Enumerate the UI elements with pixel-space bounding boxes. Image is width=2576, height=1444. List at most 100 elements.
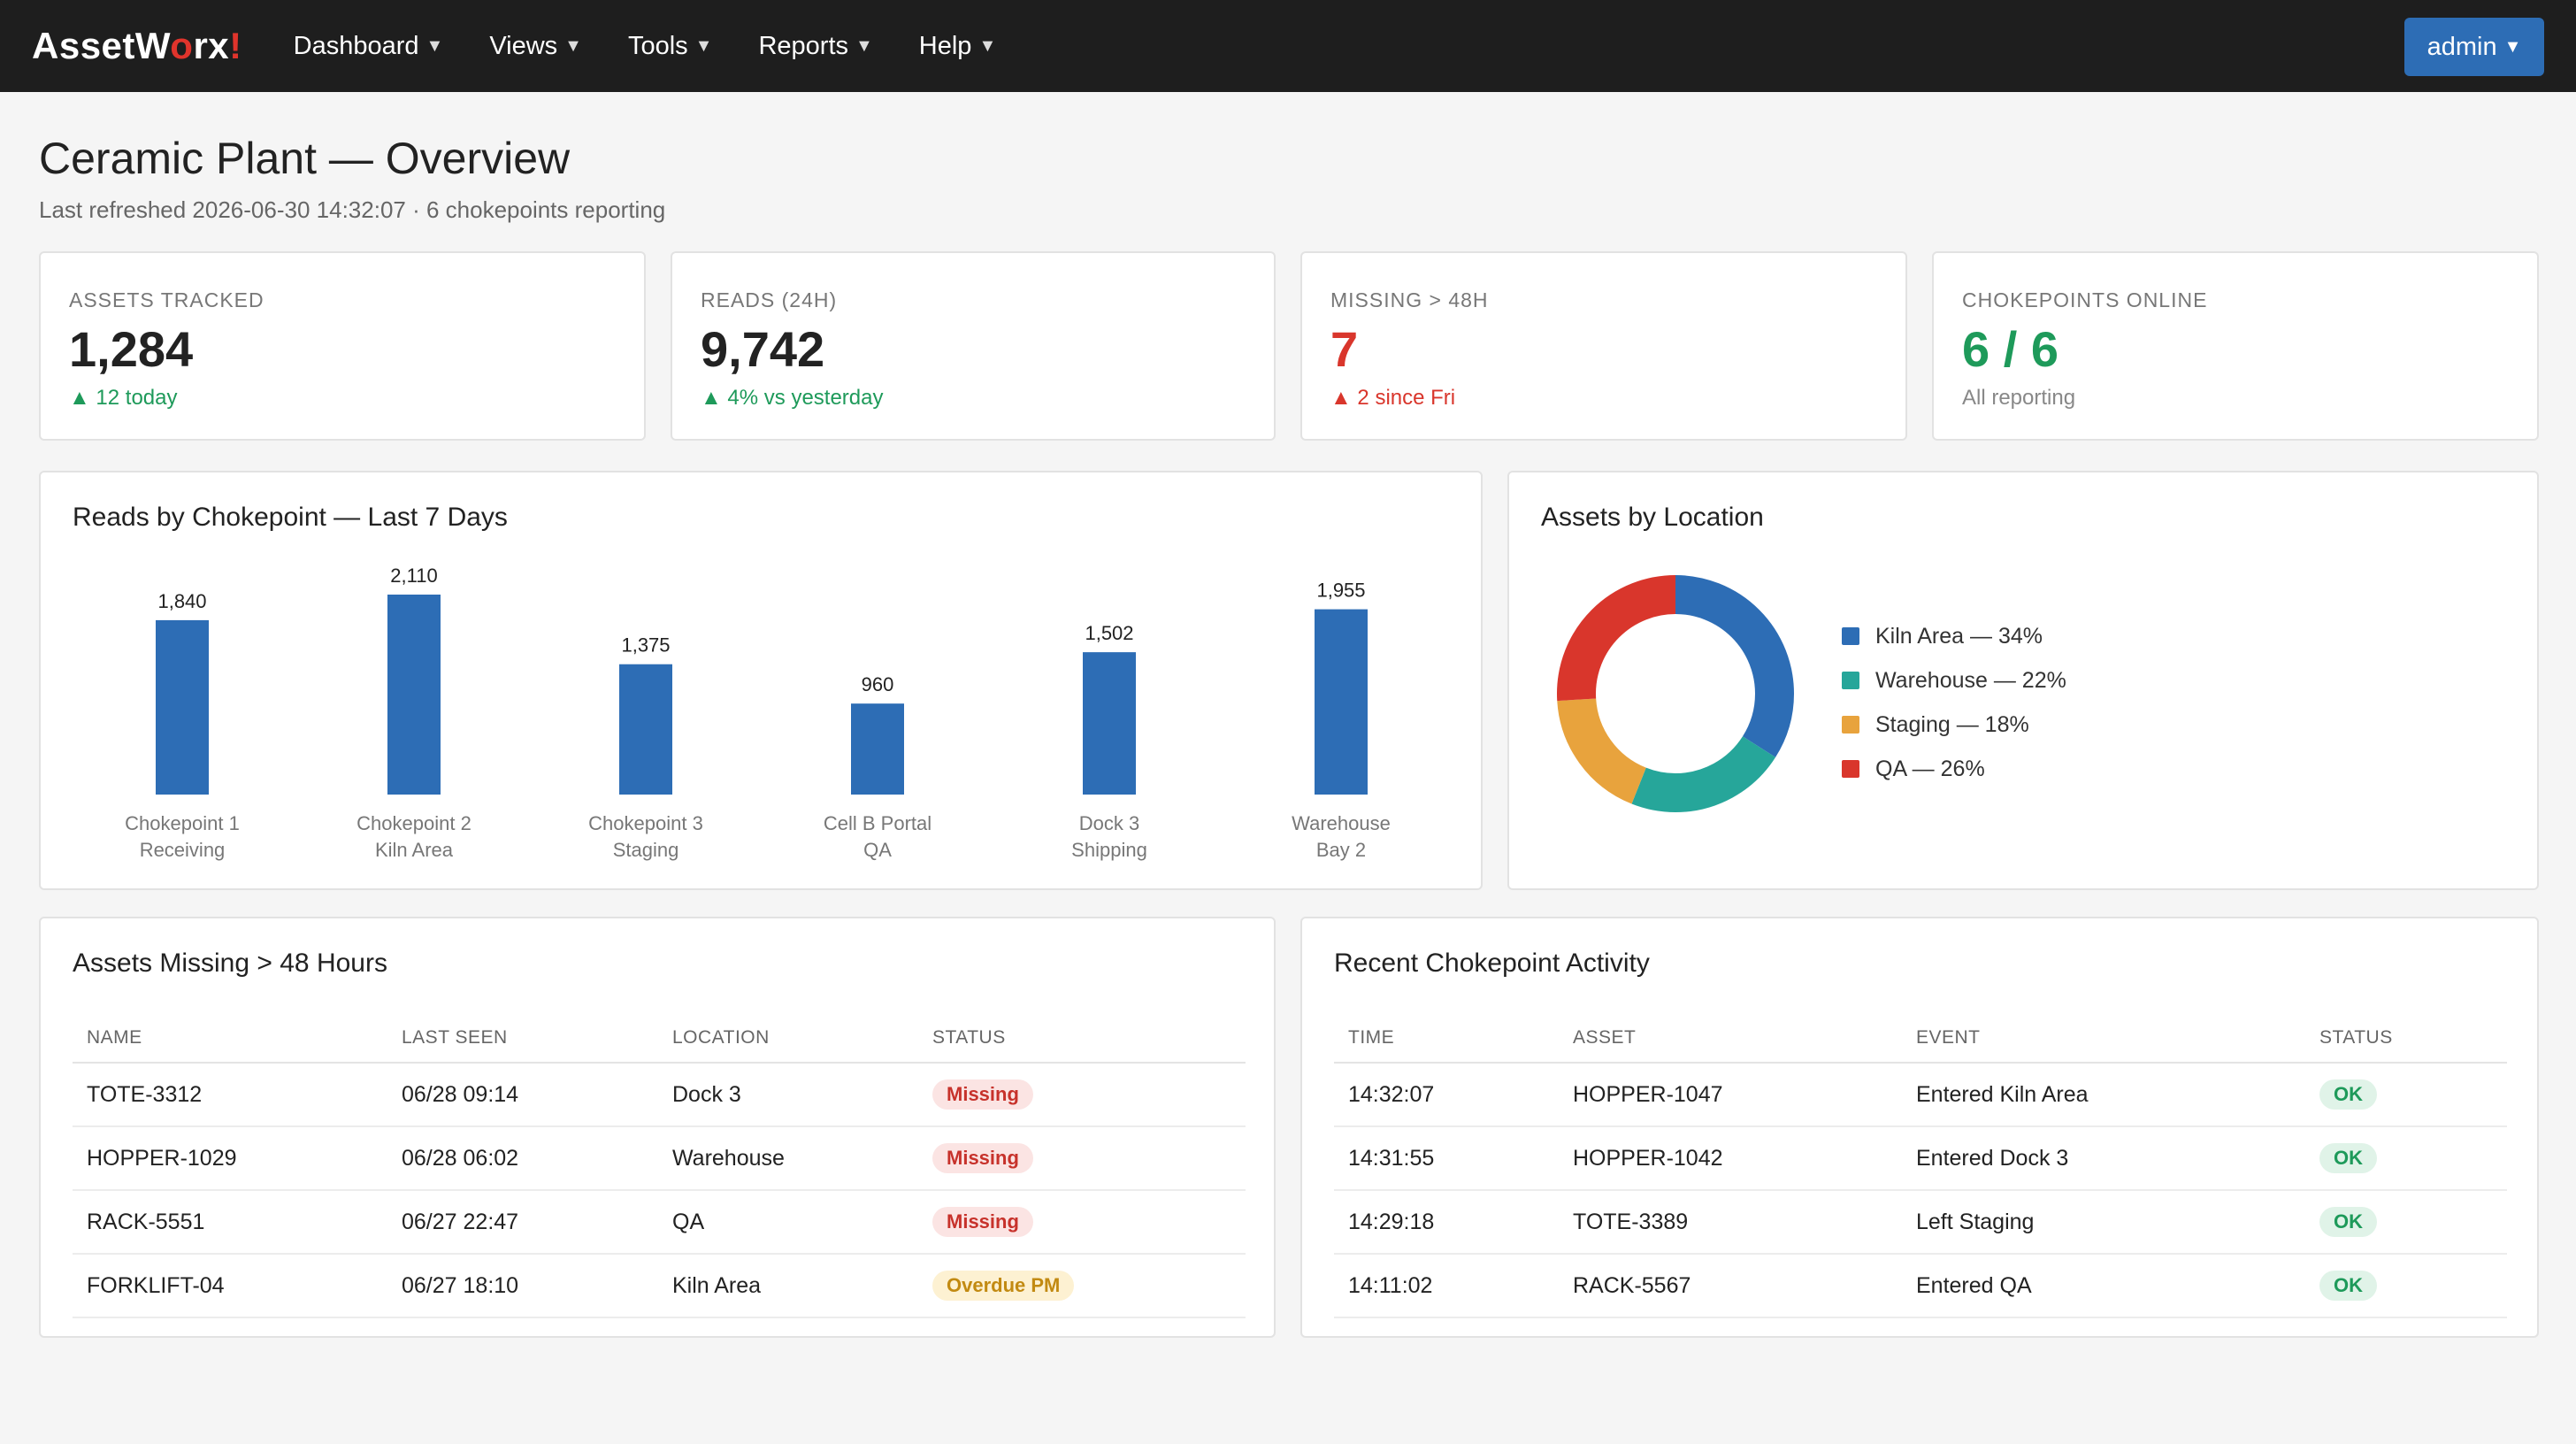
status-badge: Missing	[932, 1143, 1033, 1173]
bar-value-label: 1,840	[157, 590, 206, 612]
cell-location: Kiln Area	[658, 1254, 918, 1318]
legend-item-staging: Staging — 18%	[1842, 703, 2066, 747]
cell-asset: TOTE-3389	[1559, 1190, 1902, 1255]
cell-location: Dock 3	[658, 1063, 918, 1127]
cell-location: Warehouse	[658, 1126, 918, 1191]
donut-slice[interactable]	[1557, 575, 1794, 812]
cell-status: OK	[2305, 1254, 2507, 1318]
category-label: Staging	[613, 839, 679, 861]
brand-logo[interactable]: AssetWorx!	[32, 25, 242, 66]
category-label: Chokepoint 3	[588, 812, 703, 834]
kpi-label: READS (24H)	[701, 288, 838, 311]
legend-swatch	[1842, 672, 1859, 689]
kpi-label: CHOKEPOINTS ONLINE	[1962, 288, 2208, 311]
category-label: Cell B Portal	[824, 812, 932, 834]
nav-dashboard[interactable]: Dashboard ▼	[293, 31, 444, 60]
table-row[interactable]: TOTE-3312 06/28 09:14 Dock 3 Missing	[73, 1063, 1246, 1127]
table-row[interactable]: 14:31:55 HOPPER-1042 Entered Dock 3 OK	[1334, 1126, 2507, 1191]
bar[interactable]	[619, 664, 672, 795]
col-time[interactable]: TIME	[1334, 1014, 1559, 1064]
table-row[interactable]: RACK-5551 06/27 22:47 QA Missing	[73, 1190, 1246, 1255]
chart-title: Reads by Chokepoint — Last 7 Days	[73, 503, 508, 532]
cell-status: Missing	[918, 1190, 1246, 1255]
table-row[interactable]: HOPPER-1029 06/28 06:02 Warehouse Missin…	[73, 1126, 1246, 1191]
cell-name: FORKLIFT-04	[73, 1254, 387, 1318]
cell-status: Overdue PM	[918, 1254, 1246, 1318]
bar[interactable]	[1315, 609, 1368, 795]
caret-down-icon: ▼	[978, 35, 997, 56]
caret-down-icon: ▼	[694, 35, 713, 56]
legend-item-warehouse: Warehouse — 22%	[1842, 658, 2066, 703]
kpi-label: ASSETS TRACKED	[69, 288, 264, 311]
category-label: Bay 2	[1316, 839, 1366, 861]
location-donut-chart	[1557, 575, 1794, 812]
col-event[interactable]: EVENT	[1902, 1014, 2305, 1064]
bar[interactable]	[387, 595, 441, 795]
status-badge: Missing	[932, 1207, 1033, 1237]
col-location[interactable]: LOCATION	[658, 1014, 918, 1064]
kpi-note: ▲ 2 since Fri	[1330, 386, 1456, 410]
table-row[interactable]: 14:32:07 HOPPER-1047 Entered Kiln Area O…	[1334, 1063, 2507, 1127]
kpi-card-missing: MISSING > 48H 7 ▲ 2 since Fri	[1300, 251, 1907, 441]
bar[interactable]	[1083, 652, 1136, 795]
cell-name: HOPPER-1029	[73, 1126, 387, 1191]
kpi-card-chokepoints-online: CHOKEPOINTS ONLINE 6 / 6 All reporting	[1932, 251, 2539, 441]
caret-down-icon: ▼	[2503, 36, 2522, 57]
missing-assets-table: NAME LAST SEEN LOCATION STATUS TOTE-3312…	[73, 1014, 1246, 1318]
missing-assets-card: Assets Missing > 48 Hours NAME LAST SEEN…	[39, 917, 1276, 1338]
cell-time: 14:32:07	[1334, 1063, 1559, 1127]
cell-event: Entered Kiln Area	[1902, 1063, 2305, 1127]
cell-time: 14:31:55	[1334, 1126, 1559, 1191]
user-menu-button[interactable]: admin ▼	[2404, 18, 2544, 76]
cell-last-seen: 06/28 06:02	[387, 1126, 658, 1191]
table-header-row: TIME ASSET EVENT STATUS	[1334, 1014, 2507, 1064]
cell-name: TOTE-3312	[73, 1063, 387, 1127]
page-subtitle: Last refreshed 2026-06-30 14:32:07 · 6 c…	[39, 196, 666, 223]
cell-last-seen: 06/27 18:10	[387, 1254, 658, 1318]
activity-table: TIME ASSET EVENT STATUS 14:32:07 HOPPER-…	[1334, 1014, 2507, 1318]
cell-last-seen: 06/27 22:47	[387, 1190, 658, 1255]
caret-down-icon: ▼	[855, 35, 873, 56]
kpi-value: 7	[1330, 321, 1359, 377]
category-label: Dock 3	[1079, 812, 1139, 834]
caret-down-icon: ▼	[564, 35, 582, 56]
category-label: Shipping	[1071, 839, 1147, 861]
category-label: QA	[863, 839, 892, 861]
cell-time: 14:11:02	[1334, 1254, 1559, 1318]
status-badge: OK	[2319, 1143, 2377, 1173]
card-title: Assets Missing > 48 Hours	[73, 949, 387, 978]
nav-help[interactable]: Help ▼	[918, 31, 997, 60]
nav-reports[interactable]: Reports ▼	[758, 31, 873, 60]
kpi-value: 9,742	[701, 321, 825, 377]
cell-name: RACK-5551	[73, 1190, 387, 1255]
table-row[interactable]: 14:29:18 TOTE-3389 Left Staging OK	[1334, 1190, 2507, 1255]
col-asset[interactable]: ASSET	[1559, 1014, 1902, 1064]
chart-title: Assets by Location	[1541, 503, 1764, 532]
cell-last-seen: 06/28 09:14	[387, 1063, 658, 1127]
table-row[interactable]: 14:11:02 RACK-5567 Entered QA OK	[1334, 1254, 2507, 1318]
kpi-value: 1,284	[69, 321, 194, 377]
cell-status: Missing	[918, 1126, 1246, 1191]
col-status[interactable]: STATUS	[918, 1014, 1246, 1064]
table-row[interactable]: FORKLIFT-04 06/27 18:10 Kiln Area Overdu…	[73, 1254, 1246, 1318]
col-name[interactable]: NAME	[73, 1014, 387, 1064]
nav-tools[interactable]: Tools ▼	[627, 31, 713, 60]
cell-event: Entered QA	[1902, 1254, 2305, 1318]
location-chart-card: Assets by Location Kiln Area — 34% Wareh…	[1507, 471, 2539, 890]
bar-value-label: 960	[862, 673, 894, 695]
bar[interactable]	[851, 703, 904, 795]
kpi-note: ▲ 12 today	[69, 386, 178, 410]
status-badge: OK	[2319, 1207, 2377, 1237]
kpi-note: All reporting	[1962, 386, 2076, 410]
status-badge: OK	[2319, 1079, 2377, 1110]
col-last-seen[interactable]: LAST SEEN	[387, 1014, 658, 1064]
category-label: Receiving	[140, 839, 226, 861]
col-status[interactable]: STATUS	[2305, 1014, 2507, 1064]
cell-status: OK	[2305, 1190, 2507, 1255]
nav-menu: Dashboard ▼ Views ▼ Tools ▼ Reports ▼ Help ▼	[294, 32, 1043, 61]
reads-bar-chart: 1,840 Chokepoint 1 Receiving 2,110 Chokepoin…	[125, 565, 1391, 861]
donut-slice[interactable]	[1557, 575, 1794, 812]
nav-views[interactable]: Views ▼	[489, 31, 582, 60]
cell-asset: RACK-5567	[1559, 1254, 1902, 1318]
bar[interactable]	[156, 619, 209, 795]
